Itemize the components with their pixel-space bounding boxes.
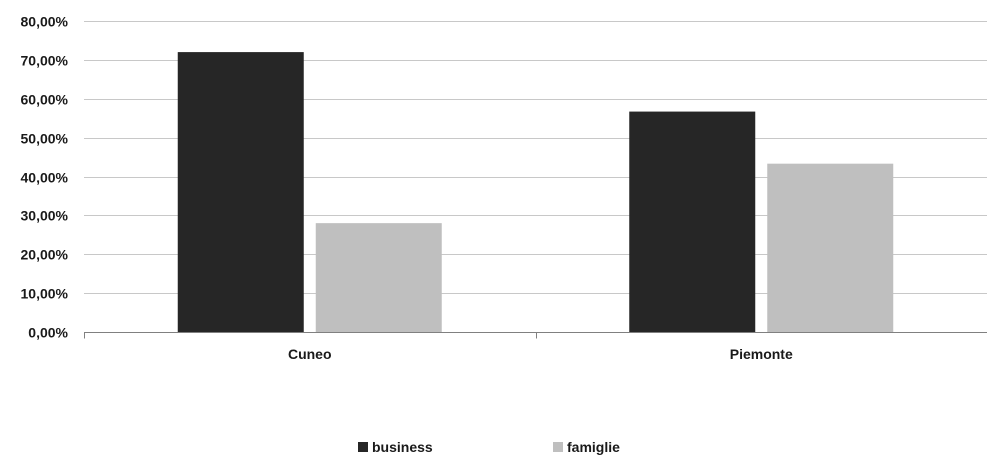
- bar-famiglie-cuneo: [315, 223, 442, 332]
- legend-item-famiglie: famiglie: [553, 439, 620, 455]
- y-tick-label: 0,00%: [28, 325, 68, 341]
- bars: [177, 52, 894, 332]
- bar-business-piemonte: [629, 111, 756, 332]
- bar-famiglie-piemonte: [767, 163, 894, 332]
- legend: business famiglie: [358, 439, 620, 455]
- y-axis-tick-labels: 0,00% 10,00% 20,00% 30,00% 40,00% 50,00% 60,00…: [21, 14, 69, 341]
- y-tick-label: 80,00%: [21, 14, 69, 30]
- y-tick-label: 70,00%: [21, 53, 69, 69]
- y-tick-label: 50,00%: [21, 131, 69, 147]
- x-axis: [84, 332, 987, 339]
- legend-label: famiglie: [567, 439, 620, 455]
- y-tick-label: 20,00%: [21, 247, 69, 263]
- legend-swatch: [553, 442, 563, 452]
- bar-business-cuneo: [177, 52, 304, 332]
- y-tick-label: 60,00%: [21, 92, 69, 108]
- x-category-label: Piemonte: [730, 346, 793, 362]
- x-axis-category-labels: Cuneo Piemonte: [288, 346, 793, 362]
- y-tick-label: 30,00%: [21, 208, 69, 224]
- x-category-label: Cuneo: [288, 346, 332, 362]
- legend-label: business: [372, 439, 433, 455]
- legend-item-business: business: [358, 439, 433, 455]
- y-tick-label: 40,00%: [21, 170, 69, 186]
- legend-swatch: [358, 442, 368, 452]
- y-tick-label: 10,00%: [21, 286, 69, 302]
